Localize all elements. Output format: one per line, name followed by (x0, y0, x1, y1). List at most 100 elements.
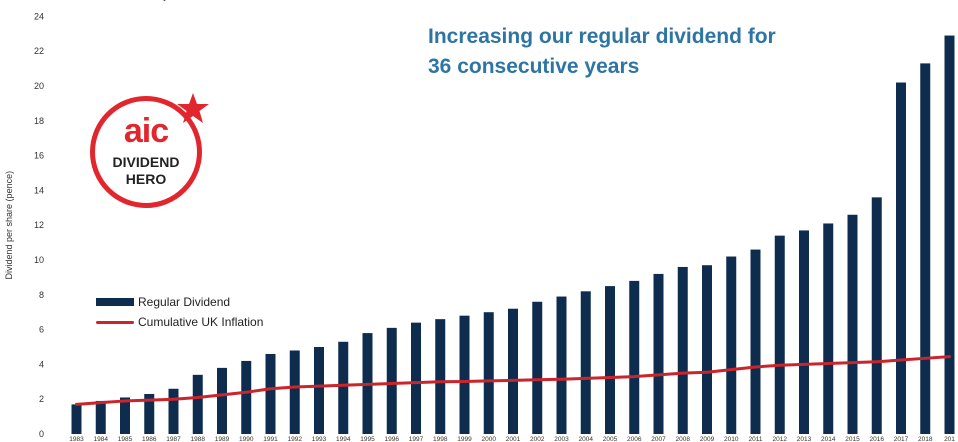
inflation-line (75, 355, 951, 406)
dividend-bar (508, 308, 518, 434)
dividend-bar (799, 230, 809, 434)
y-tick-label: 8 (39, 290, 44, 300)
badge-line-2: HERO (125, 171, 167, 187)
dividend-bar (120, 397, 130, 434)
aic-dividend-hero-badge: aic DIVIDEND HERO (90, 93, 210, 216)
star-icon (177, 93, 209, 123)
y-tick-label: 18 (34, 116, 44, 126)
x-tick-label: 1992 (288, 436, 303, 442)
legend-line-swatch (96, 320, 134, 324)
dividend-bar (944, 35, 955, 434)
inflation-line-group (75, 355, 951, 406)
x-tick-label: 2002 (530, 436, 545, 442)
dividend-bar (774, 235, 785, 434)
headline-line-2: 36 consecutive years (428, 55, 640, 78)
x-tick-label: 1989 (215, 436, 230, 442)
x-tick-label: 2015 (845, 436, 860, 442)
dividend-bar (71, 404, 82, 434)
x-tick-label: 1995 (360, 436, 375, 442)
dividend-bar (435, 319, 446, 434)
dividend-bar (726, 256, 737, 434)
dividend-bar (605, 286, 615, 434)
x-tick-label: 2011 (749, 436, 763, 442)
legend-item-dividend: Regular Dividend (96, 292, 263, 312)
dividend-bar (896, 82, 906, 435)
dividend-bar (192, 374, 203, 434)
dividend-bar (289, 350, 300, 434)
x-tick-label: 1990 (239, 436, 254, 442)
dividend-bar (702, 265, 712, 434)
dividend-bar (168, 388, 179, 434)
dividend-bar (338, 341, 349, 434)
dividend-bar (241, 360, 252, 434)
x-tick-label: 2014 (821, 436, 836, 442)
x-tick-label: 2016 (870, 436, 885, 442)
x-tick-label: 2007 (651, 436, 666, 442)
y-axis-label-group: Dividend per share (pence) (4, 171, 14, 280)
x-tick-label: 1999 (457, 436, 472, 442)
y-tick-label: 24 (34, 11, 44, 21)
dividend-bar (386, 327, 397, 434)
dividend-bar (532, 301, 543, 434)
x-tick-label: 2017 (894, 436, 909, 442)
y-tick-label: 6 (39, 325, 44, 335)
x-tick-label: 2008 (676, 436, 691, 442)
chart-legend: Regular Dividend Cumulative UK Inflation (96, 292, 263, 332)
x-tick-label: 2018 (918, 436, 933, 442)
x-tick-label: 1987 (166, 436, 181, 442)
dividend-bar (459, 315, 470, 434)
legend-label-inflation: Cumulative UK Inflation (138, 315, 264, 329)
y-tick-label: 20 (34, 81, 44, 91)
x-tick-label: 1984 (94, 436, 109, 442)
y-axis-title: Dividend per share (pence) (4, 171, 14, 280)
dividend-bar (314, 347, 324, 434)
dividend-bar (653, 273, 664, 434)
y-tick-label: 0 (39, 429, 44, 439)
badge-ring (90, 96, 202, 208)
x-tick-label: 1986 (142, 436, 157, 442)
y-tick-label: 12 (34, 220, 44, 230)
x-tick-label: 1988 (191, 436, 206, 442)
y-tick-label: 4 (39, 359, 44, 369)
dividend-bar (580, 291, 591, 434)
y-tick-label: 22 (34, 46, 44, 56)
x-tick-label: 1983 (69, 436, 84, 442)
x-tick-label: 2009 (700, 436, 715, 442)
dividend-bar (95, 400, 106, 434)
x-tick-label: 1997 (409, 436, 424, 442)
dividend-bar (629, 280, 640, 434)
legend-bar-swatch (96, 298, 134, 306)
y-tick-label: 14 (34, 185, 44, 195)
x-tick-label: 2000 (482, 436, 497, 442)
y-tick-label: 16 (34, 151, 44, 161)
badge-brand: aic (123, 112, 169, 150)
x-tick-label: 2010 (724, 436, 739, 442)
dividend-bar (483, 312, 494, 434)
dividend-bars (71, 35, 955, 435)
x-tick-label: 2005 (603, 436, 618, 442)
x-tick-label: 1985 (118, 436, 133, 442)
dividend-bar (920, 63, 931, 434)
x-tick-label: 2001 (506, 436, 521, 442)
legend-label-dividend: Regular Dividend (138, 295, 231, 309)
x-tick-label: 2012 (773, 436, 788, 442)
dividend-bar (823, 223, 834, 434)
x-tick-label: 1991 (263, 436, 278, 442)
dividend-bar (556, 296, 567, 434)
x-tick-label: 1994 (336, 436, 351, 442)
dividend-bar (265, 353, 276, 434)
headline-line-1: Increasing our regular dividend for (428, 25, 776, 48)
dividend-bar (144, 393, 155, 434)
x-tick-label: 2004 (579, 436, 594, 442)
legend-item-inflation: Cumulative UK Inflation (96, 312, 263, 332)
x-tick-label: 201 (944, 436, 955, 442)
dividend-bar (677, 266, 688, 434)
dividend-bar (217, 367, 227, 434)
x-axis-ticks: 1983 1984 1985 1986 1987 1988 1989 1990 1991 1992… (69, 436, 955, 442)
x-tick-label: 1996 (385, 436, 400, 442)
x-tick-label: 2013 (797, 436, 812, 442)
x-tick-label: 1998 (433, 436, 448, 442)
dividend-bar (847, 214, 858, 434)
x-tick-label: 1993 (312, 436, 327, 442)
